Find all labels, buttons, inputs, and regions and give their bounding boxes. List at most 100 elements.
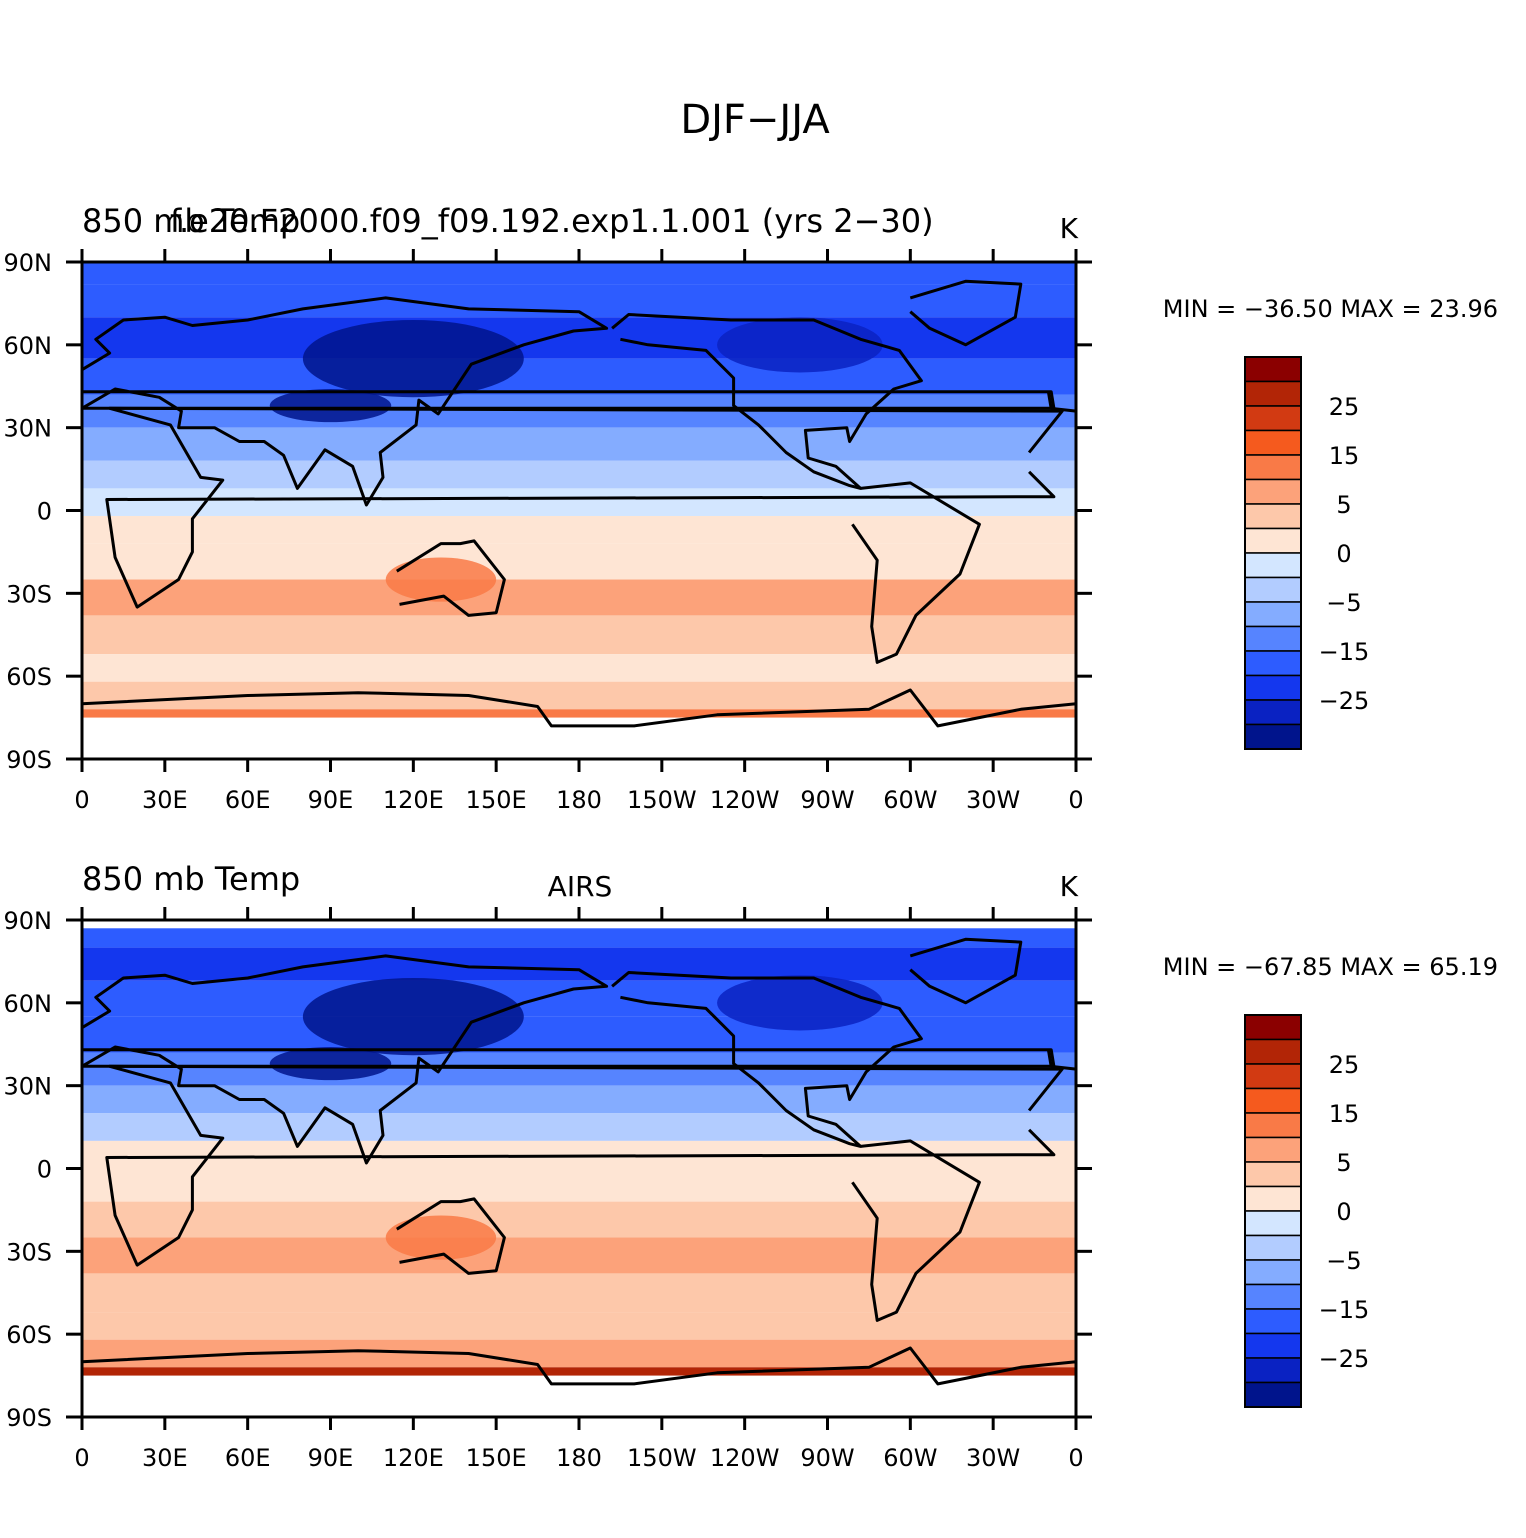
colorbar-bin [1244,1185,1302,1212]
x-tick-label: 0 [74,786,89,814]
map-panel-2: 0 30E 60E 90E 120E 150E 180 150W 120W 90W 60W 30W 09… [4,860,1499,1472]
colorbar-bin [1244,1234,1302,1261]
y-axis: 90N 60N 30N 0 30S 60S 90S [4,907,1092,1432]
field-anomaly [717,317,883,373]
colorbar-label: 5 [1336,1149,1351,1177]
field-anomaly [302,319,524,398]
colorbar-bin [1244,1136,1302,1163]
panel-case: AIRS [548,870,613,903]
y-tick-label: 60N [4,990,53,1018]
x-tick-label: 150E [466,1444,527,1472]
x-tick-label: 90W [800,786,854,814]
coastline-africa [105,1064,1064,1267]
x-tick-label: 90E [308,786,354,814]
colorbar-label: 0 [1336,1198,1351,1226]
coastline-iberia [1046,1049,1077,1071]
colorbar-label: 15 [1329,442,1360,470]
missing-data [82,1375,1076,1417]
field-band [82,1312,1076,1340]
coastlines [80,937,1078,1419]
colorbar-bin [1244,380,1302,407]
colorbar-bin [1244,1332,1302,1359]
coastlines [80,279,1078,761]
coastline-southamerica [851,1139,981,1322]
field-anomaly [269,1047,392,1081]
coastline-greenland [909,937,1023,1005]
coastline-australia [396,539,506,617]
x-tick-label: 180 [556,1444,602,1472]
coastline-antarctica [81,688,1078,761]
x-tick-label: 120E [383,1444,444,1472]
x-tick-label: 30E [142,1444,188,1472]
colorbar-bin [1244,1087,1302,1114]
colorbar-bin [1244,478,1302,505]
colorbar-bin [1244,1063,1302,1090]
field-band [82,654,1076,682]
y-tick-label: 90S [6,746,52,774]
colorbar-bin [1244,405,1302,432]
map-panel-1: 0 30E 60E 90E 120E 150E 180 150W 120W 90W 60W 30W 09… [4,202,1499,814]
colorbar-bin [1244,1112,1302,1139]
y-tick-label: 30N [4,1073,53,1101]
field-anomaly [385,557,497,602]
x-tick-label: 60E [225,786,271,814]
colorbar-label: −25 [1319,1345,1370,1373]
coastline-eurasia [80,296,1056,507]
y-tick-label: 30S [6,580,52,608]
field-band [82,1237,1076,1274]
x-tick-label: 150W [627,1444,697,1472]
x-tick-label: 150E [466,786,527,814]
colorbar-frame [1244,356,1302,750]
panel-units: K [1060,212,1079,245]
panel-variable: 850 mb Temp [82,860,300,898]
panels: 0 30E 60E 90E 120E 150E 180 150W 120W 90W 60W 30W 09… [4,202,1499,1472]
x-tick-label: 150W [627,786,697,814]
colorbar-bin [1244,503,1302,530]
colorbar-bin [1244,601,1302,628]
field-band [82,543,1076,580]
field-band [82,1016,1076,1053]
y-axis: 90N 60N 30N 0 30S 60S 90S [4,249,1092,774]
coastline-iberia [1046,391,1077,413]
x-tick-label: 120W [710,1444,780,1472]
field-band [82,1085,1076,1114]
y-tick-label: 30N [4,415,53,443]
colorbar-bin [1244,576,1302,603]
coastline-africa [105,406,1064,609]
colorbar-label: −15 [1319,638,1370,666]
field-band [82,488,1076,517]
field-band [82,980,1076,1017]
field-band [82,317,1076,359]
field-band [82,1168,1076,1202]
colorbar-label: −5 [1326,1247,1361,1275]
colorbar: 25 15 5 0 −5 −15 −25 [1244,356,1370,750]
x-tick-label: 60W [883,786,937,814]
field-band [82,1113,1076,1141]
colorbar-bin [1244,1381,1302,1408]
x-tick-label: 120W [710,786,780,814]
field-band [82,579,1076,616]
colorbar-bin [1244,1259,1302,1286]
field-anomaly [302,977,524,1056]
y-tick-label: 60S [6,1321,52,1349]
colorbar-bin [1244,1283,1302,1310]
coastline-antarctica [81,1346,1078,1419]
x-tick-label: 0 [74,1444,89,1472]
x-tick-label: 0 [1068,1444,1083,1472]
figure-title: DJF−JJA [680,97,830,143]
x-tick-label: 120E [383,786,444,814]
y-tick-label: 90N [4,249,53,277]
field-band [82,516,1076,544]
x-tick-label: 60E [225,1444,271,1472]
colorbar-bin [1244,527,1302,554]
temperature-field [82,920,1076,1417]
colorbar-bin [1244,699,1302,726]
field-anomaly [385,1215,497,1260]
y-tick-label: 0 [37,1156,52,1184]
colorbar-bin [1244,429,1302,456]
coastline-australia [396,1197,506,1275]
colorbar-label: −5 [1326,589,1361,617]
field-anomaly [717,975,883,1031]
colorbar-bin [1244,1308,1302,1335]
missing-data [82,920,1076,929]
